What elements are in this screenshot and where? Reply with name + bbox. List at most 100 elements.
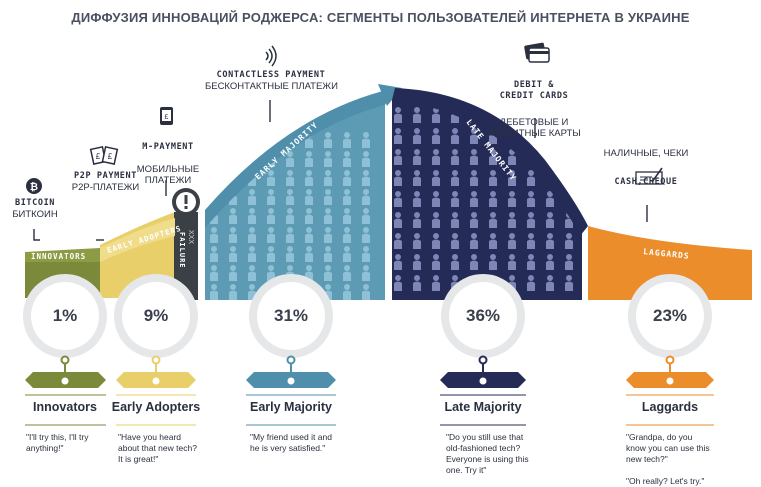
band-label-failure: FAILURE — [178, 232, 186, 269]
person-icon — [343, 246, 351, 262]
person-icon — [248, 265, 256, 281]
person-icon — [229, 132, 237, 148]
person-icon — [432, 149, 440, 165]
person-icon — [394, 212, 402, 228]
person-icon — [394, 191, 402, 207]
category-laggards: Laggards — [641, 400, 699, 414]
person-icon — [343, 265, 351, 281]
person-icon — [324, 208, 332, 224]
person-icon — [413, 233, 421, 249]
innovators-band — [25, 248, 100, 262]
person-icon — [432, 254, 440, 270]
person-icon — [432, 275, 440, 291]
person-icon — [527, 191, 535, 207]
person-icon — [229, 265, 237, 281]
person-icon — [432, 170, 440, 186]
person-icon — [248, 246, 256, 262]
payment-label-bitcoin: BITCOIN БИТКОИН — [12, 198, 58, 220]
quote-laggards: "Grandpa, do you know you can use this n… — [626, 432, 710, 486]
person-icon — [324, 170, 332, 186]
person-icon — [286, 208, 294, 224]
pin-dot — [478, 355, 488, 365]
segment-circle-inner — [636, 282, 704, 350]
bitcoin-icon: ₿ — [26, 178, 42, 194]
person-icon — [565, 149, 573, 165]
person-icon — [470, 254, 478, 270]
segment-circle-inner — [31, 282, 99, 350]
person-icon — [508, 233, 516, 249]
person-icon — [489, 191, 497, 207]
person-icon — [343, 151, 351, 167]
person-icon — [267, 208, 275, 224]
svg-text:£: £ — [108, 152, 113, 161]
person-icon — [508, 212, 516, 228]
person-icon — [413, 212, 421, 228]
percent-early-adopters: 9% — [143, 306, 169, 325]
person-icon — [343, 284, 351, 300]
person-icon — [451, 212, 459, 228]
person-icon — [508, 191, 516, 207]
exclamation-icon — [184, 195, 188, 204]
payment-label-p2p: P2P PAYMENT P2P-ПЛАТЕЖИ — [71, 171, 140, 193]
pin-dot — [151, 355, 161, 365]
person-icon — [470, 128, 478, 144]
person-icon — [286, 189, 294, 205]
band-label-innovators: INNOVATORS — [31, 252, 86, 261]
person-icon — [451, 170, 459, 186]
percent-early-majority: 31% — [273, 306, 309, 325]
person-icon — [470, 149, 478, 165]
person-icon — [362, 246, 370, 262]
person-icon — [413, 128, 421, 144]
person-icon — [362, 132, 370, 148]
person-icon — [210, 246, 218, 262]
quote-innovators: "I'll try this, I'll try anything!" — [26, 432, 89, 453]
late-majority-band — [392, 88, 588, 236]
page-title: ДИФФУЗИЯ ИННОВАЦИЙ РОДЖЕРСА: СЕГМЕНТЫ ПО… — [71, 10, 690, 25]
person-icon — [362, 151, 370, 167]
person-icon — [527, 254, 535, 270]
category-innovators: Innovators — [33, 400, 97, 414]
person-icon — [362, 227, 370, 243]
pound-cards-icon: £ £ — [89, 146, 119, 165]
person-icon — [362, 189, 370, 205]
person-icon — [229, 151, 237, 167]
percent-innovators: 1% — [52, 306, 78, 325]
person-icon — [324, 132, 332, 148]
category-late-majority: Late Majority — [444, 400, 522, 414]
person-icon — [394, 233, 402, 249]
person-icon — [451, 254, 459, 270]
person-icon — [305, 189, 313, 205]
payment-label-m-payment: M-PAYMENT МОБИЛЬНЫЕ ПЛАТЕЖИ — [136, 142, 200, 186]
person-icon — [267, 170, 275, 186]
person-icon — [451, 149, 459, 165]
person-icon — [470, 191, 478, 207]
person-icon — [546, 233, 554, 249]
credit-card-icon — [524, 42, 550, 63]
person-icon — [413, 170, 421, 186]
person-icon — [286, 151, 294, 167]
person-icon — [432, 128, 440, 144]
person-icon — [343, 170, 351, 186]
person-icon — [210, 284, 218, 300]
person-icon — [362, 208, 370, 224]
person-icon — [324, 189, 332, 205]
person-icon — [489, 170, 497, 186]
person-icon — [305, 227, 313, 243]
percent-laggards: 23% — [652, 306, 688, 325]
badge-dot — [152, 377, 160, 385]
payment-pointers — [33, 100, 648, 241]
person-icon — [210, 227, 218, 243]
person-icon — [489, 233, 497, 249]
person-icon — [305, 208, 313, 224]
person-icon — [229, 246, 237, 262]
person-icon — [394, 149, 402, 165]
person-icon — [286, 227, 294, 243]
category-early-majority: Early Majority — [250, 400, 332, 414]
contactless-icon — [265, 45, 277, 67]
early-adopters-band — [100, 218, 175, 262]
person-icon — [248, 208, 256, 224]
person-icon — [451, 233, 459, 249]
segment-circle-inner — [257, 282, 325, 350]
